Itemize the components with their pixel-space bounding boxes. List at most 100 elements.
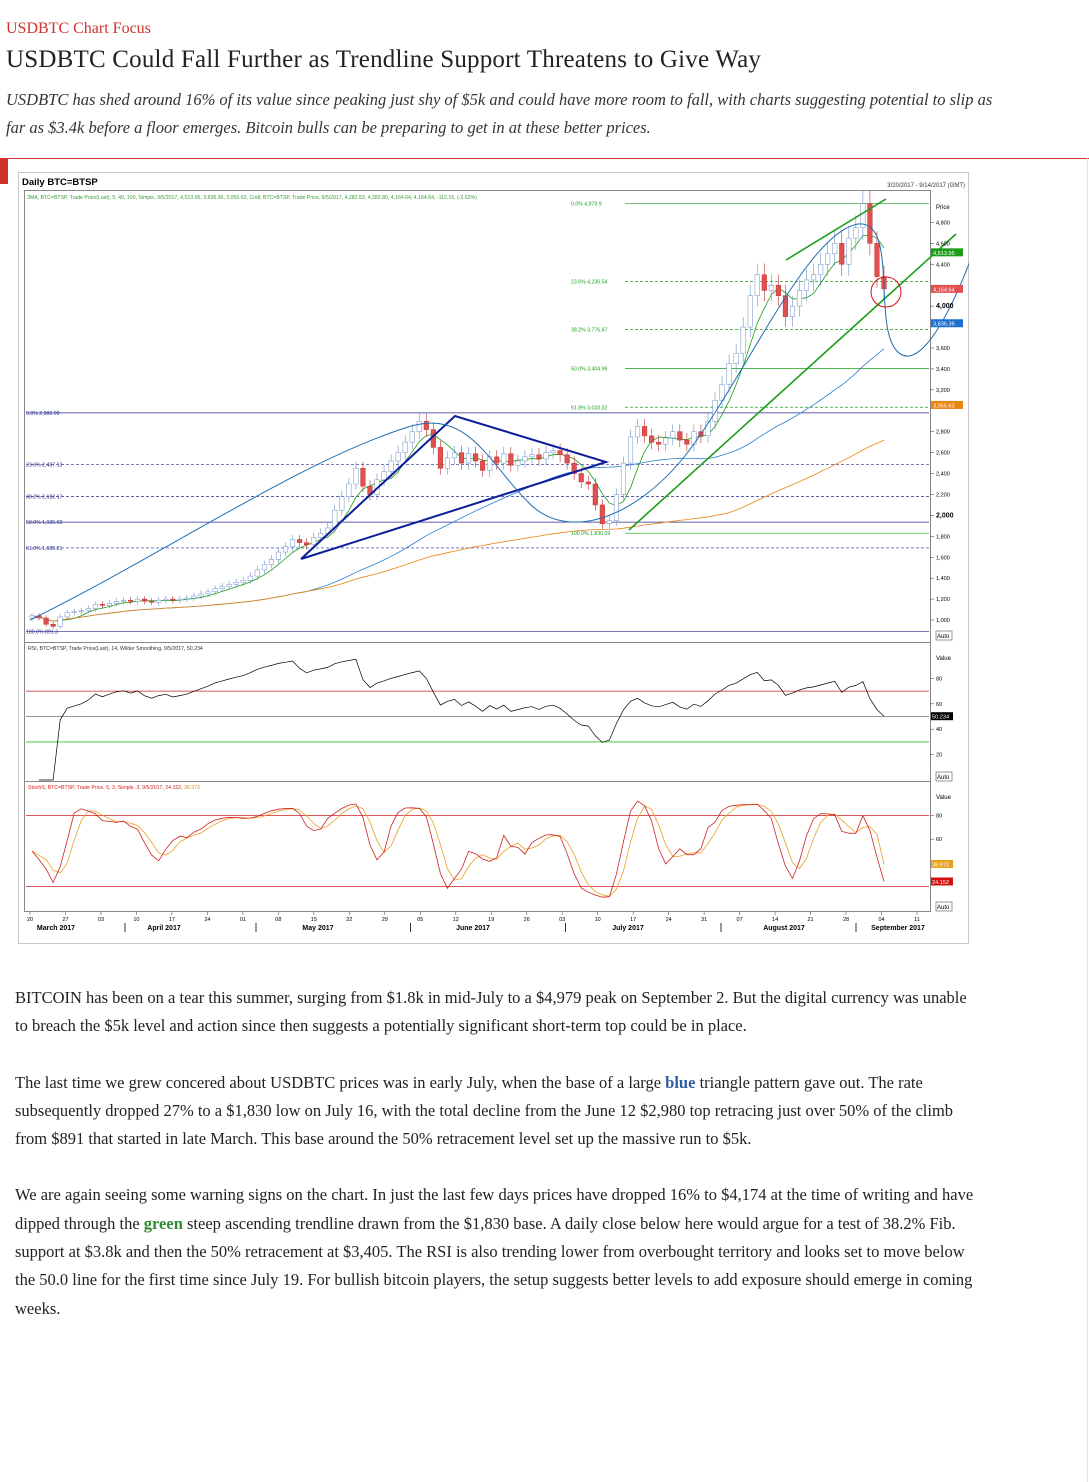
candle-body (733, 352, 739, 364)
date-tick-label: 20 (27, 917, 33, 923)
article-headline: USDBTC Could Fall Further as Trendline S… (6, 46, 762, 73)
candle-body (782, 295, 788, 317)
paragraph-3: We are again seeing some warning signs o… (15, 1185, 974, 1318)
price-tick-label: 2,200 (936, 492, 950, 498)
rsi-auto-button[interactable] (935, 771, 953, 782)
price-tag (931, 248, 963, 257)
date-tick-label: 17 (169, 917, 175, 923)
price-legend: 3MA, BTC=BTSP, Trade Price(Last), 5, 40,… (27, 195, 477, 201)
candle-body (254, 569, 260, 577)
candle-body (318, 532, 324, 538)
article-body: BITCOIN has been on a tear this summer, … (15, 984, 975, 1351)
candle-body (613, 494, 619, 521)
candle-body (402, 441, 408, 453)
candle-body (233, 582, 239, 585)
date-tick-label: 29 (382, 917, 388, 923)
candle-body (839, 243, 845, 265)
stochs-auto-button[interactable] (935, 901, 953, 912)
candle-body (761, 274, 767, 291)
date-tick-label: 10 (595, 917, 601, 923)
green-trendline-lower (628, 233, 957, 531)
candle-body (473, 453, 479, 462)
candle-body (860, 203, 866, 228)
candle-body (536, 454, 542, 460)
fib-label-left: 23.6% 2,487.13 (26, 462, 62, 468)
candle-body (128, 599, 134, 602)
date-tick-label: 15 (311, 917, 317, 923)
candle-body (592, 483, 598, 506)
date-tick-label: 24 (666, 917, 672, 923)
stochs-series: 60 80 38.973 24.152 (26, 800, 953, 898)
projection-curve (29, 223, 969, 621)
candle-body (247, 575, 253, 581)
paragraph-2: The last time we grew concered about USD… (15, 1072, 954, 1149)
candle-body (423, 420, 429, 430)
candle-body (156, 599, 162, 603)
fib-label-right: 100.0% 1,830.09 (571, 531, 610, 537)
price-tick-label: 4,400 (936, 262, 950, 268)
stochs-legend: StochS, BTC=BTSP, Trade Price, 5, 3, Sim… (28, 785, 200, 791)
price-tick-label: 4,600 (936, 241, 950, 247)
section-marker (0, 158, 8, 184)
candle-body (437, 447, 443, 469)
date-tick-label: 03 (98, 917, 104, 923)
rsi-tick-label: 20 (936, 753, 942, 759)
date-axis: 20 27 03 10 17 24 01 08 15 22 29 05 12 19 26 03 10 17 24 31… (27, 912, 925, 932)
month-label: July 2017 (612, 925, 644, 932)
month-label: August 2017 (763, 925, 805, 932)
candle-body (789, 305, 796, 317)
chart-date-range: 3/20/2017 - 9/14/2017 (GMT) (887, 183, 965, 189)
date-tick-label: 21 (807, 917, 813, 923)
candle-body (395, 452, 401, 462)
candle-body (818, 264, 824, 275)
candle-body (508, 453, 514, 466)
candle-body (466, 453, 472, 464)
candle-body (106, 603, 113, 606)
candle-body (311, 537, 317, 545)
candle-body (78, 610, 84, 612)
candle-body (205, 591, 211, 595)
price-tag-label: 3,836.36 (933, 322, 955, 328)
breakdown-circle-marker (870, 276, 902, 308)
candle-body (29, 615, 35, 619)
candle-body (578, 473, 584, 483)
month-label: March 2017 (37, 925, 75, 932)
date-tick-label: 01 (240, 917, 246, 923)
candle-body (135, 598, 141, 602)
stochs-tick-label: 80 (936, 814, 942, 820)
btc-chart: Daily BTC=BTSP 3/20/2017 - 9/14/2017 (GM… (18, 172, 969, 944)
section-divider (0, 158, 1089, 159)
rsi-series: 20 40 60 80 50.234 (26, 658, 953, 781)
candle-body (339, 496, 345, 511)
candle-body (64, 612, 70, 618)
candle-body (57, 616, 63, 627)
date-tick-label: 11 (914, 917, 920, 923)
stochs-last-label: 24.152 (932, 880, 949, 886)
date-tick-label: 07 (737, 917, 743, 923)
candle-body (803, 279, 810, 291)
article-kicker: USDBTC Chart Focus (6, 20, 151, 37)
date-tick-label: 04 (878, 917, 884, 923)
candle-body (606, 520, 612, 525)
candle-body (670, 431, 676, 439)
price-panel (24, 190, 931, 643)
stochs-last-tag (931, 860, 953, 869)
candle-body (409, 431, 415, 443)
price-auto-button[interactable] (935, 630, 953, 641)
candle-body (43, 617, 49, 625)
rsi-line (39, 658, 885, 781)
candle-body (170, 598, 176, 601)
candle-body (494, 456, 500, 464)
rsi-axis-title: Value (936, 656, 952, 662)
price-axis: 1,000 1,200 1,400 1,600 1,800 2,000 2,200 2,400… (930, 220, 954, 624)
candle-body (360, 468, 366, 487)
candle-body (543, 452, 549, 460)
fib-label-right: 50.0% 3,404.99 (571, 366, 607, 372)
date-tick-label: 05 (417, 917, 423, 923)
stochs-last-tag (931, 877, 953, 886)
candle-body (99, 604, 105, 606)
fib-label-right: 0.0% 4,979.9 (571, 202, 602, 208)
month-label: May 2017 (302, 925, 333, 932)
date-tick-label: 27 (62, 917, 68, 923)
candle-body (501, 453, 507, 464)
